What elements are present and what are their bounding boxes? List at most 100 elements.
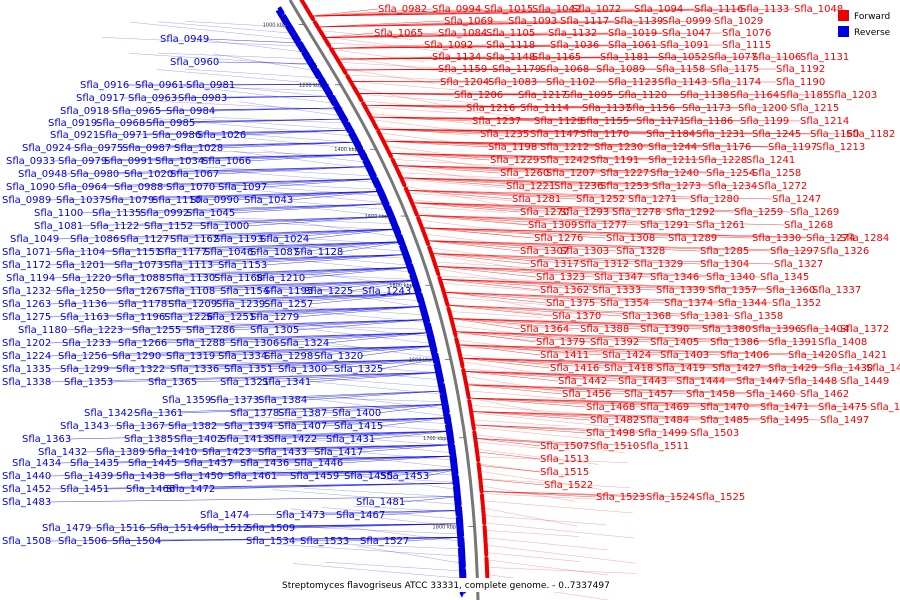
hatch-line	[481, 471, 602, 490]
hatch-line	[324, 36, 445, 53]
genes_reverse-leader-line	[47, 190, 385, 201]
genes_reverse-leader-line	[157, 241, 405, 253]
reverse-feature	[395, 225, 402, 236]
scale-tick-label: 1800 kbp	[433, 525, 457, 531]
genes_reverse-label: Sfla_1087	[250, 247, 299, 258]
genes_forward-leader-line	[421, 227, 669, 239]
legend-swatch-reverse	[838, 26, 849, 37]
genes_forward-label: Sfla_1133	[740, 4, 789, 15]
genes_reverse-label: Sfla_0979	[58, 156, 107, 167]
legend-label-reverse: Reverse	[854, 28, 891, 38]
genes_forward-label: Sfla_1360	[766, 285, 815, 296]
hatch-line	[265, 287, 422, 294]
genes_forward-label: Sfla_1513	[540, 454, 589, 465]
genes_forward-leader-line	[463, 371, 677, 382]
genes_reverse-label: Sfla_1351	[224, 364, 273, 375]
genes_reverse-leader-line	[219, 469, 458, 477]
genes_reverse-label: Sfla_1378	[230, 408, 279, 419]
genes_reverse-label: Sfla_1533	[300, 536, 349, 547]
genes_forward-label: Sfla_1116	[694, 4, 743, 15]
hatch-line	[249, 235, 406, 245]
genes_forward-label: Sfla_1148	[486, 52, 535, 63]
genes_reverse-label: Sfla_1472	[166, 484, 215, 495]
genes_forward-leader-line	[457, 344, 603, 356]
genes_reverse-leader-line	[119, 319, 430, 331]
hatch-line	[386, 145, 479, 159]
genes_forward-label: Sfla_1326	[820, 246, 869, 257]
hatch-line	[444, 290, 537, 309]
genes_forward-leader-line	[460, 357, 551, 369]
genes_forward-label: Sfla_1244	[648, 142, 697, 153]
genes_forward-label: Sfla_1462	[800, 389, 849, 400]
genes_reverse-label: Sfla_0975	[74, 143, 123, 154]
genes_forward-leader-line	[426, 240, 521, 252]
genes_reverse-leader-line	[200, 153, 367, 162]
genes_reverse-leader-line	[185, 203, 390, 214]
genes_forward-label: Sfla_1475	[818, 402, 867, 413]
hatch-line	[183, 85, 340, 104]
genes_reverse-leader-line	[55, 228, 400, 240]
genes_forward-label: Sfla_1181	[600, 52, 649, 63]
genes_forward-label: Sfla_1471	[760, 402, 809, 413]
genes_reverse-leader-line	[47, 345, 436, 357]
genes_reverse-label: Sfla_1090	[6, 182, 55, 193]
genes_reverse-leader-line	[169, 166, 373, 175]
scale-ticks: 1000 kbp 1200 kbp 1400 kbp 1600 kbp 1800 kbp…	[263, 23, 474, 531]
hatch-line	[316, 452, 457, 468]
genes_forward-label: Sfla_1498	[586, 428, 635, 439]
genes_forward-label: Sfla_1503	[690, 428, 739, 439]
hatch-line	[279, 325, 436, 345]
genes_reverse-label: Sfla_1389	[96, 447, 145, 458]
genes_reverse-label: Sfla_1209	[168, 299, 217, 310]
genes_reverse-leader-line	[379, 417, 450, 427]
genes_forward-leader-line	[481, 491, 697, 498]
reverse-feature	[321, 79, 330, 91]
hatch-line	[248, 415, 453, 432]
reverse-feature	[292, 36, 300, 48]
forward-feature	[307, 12, 315, 23]
genes_forward-leader-line	[388, 152, 541, 161]
genes_forward-leader-line	[355, 93, 829, 96]
hatch-line	[129, 53, 318, 66]
hatch-line	[254, 201, 396, 218]
hatch-line	[331, 49, 424, 62]
genes_forward-label: Sfla_1427	[712, 363, 761, 374]
hatch-line	[485, 515, 606, 525]
genes_reverse-label: Sfla_0965	[112, 106, 161, 117]
genes_forward-label: Sfla_1230	[594, 142, 643, 153]
genes_reverse-leader-line	[223, 95, 336, 99]
hatch-line	[365, 106, 458, 114]
genes_reverse-label: Sfla_1473	[276, 510, 325, 521]
genes_reverse-leader-line	[323, 417, 450, 427]
genes_forward-label: Sfla_1165	[532, 52, 581, 63]
genes_reverse-leader-line	[109, 372, 442, 383]
genes_forward-label: Sfla_1280	[690, 194, 739, 205]
genes_forward-leader-line	[481, 491, 597, 498]
genes_reverse-label: Sfla_1407	[278, 421, 327, 432]
genes_forward-label: Sfla_1448	[788, 376, 837, 387]
genes_reverse-label: Sfla_1466	[126, 484, 175, 495]
genes_reverse-label: Sfla_1365	[148, 377, 197, 388]
genes_reverse-leader-line	[161, 358, 439, 370]
genes_forward-leader-line	[421, 227, 841, 239]
hatch-line	[196, 218, 401, 231]
genes_forward-label: Sfla_1274	[806, 233, 855, 244]
genes_reverse-label: Sfla_0916	[80, 80, 129, 91]
genes_forward-label: Sfla_1095	[564, 90, 613, 101]
legend-label-forward: Forward	[854, 12, 890, 22]
genes_forward-leader-line	[435, 266, 651, 278]
genes_forward-leader-line	[447, 305, 681, 317]
forward-feature	[356, 93, 364, 104]
genes_forward-label: Sfla_1484	[640, 415, 689, 426]
genes_forward-leader-line	[435, 266, 707, 278]
genes_reverse-leader-line	[215, 358, 439, 370]
hatch-line	[179, 149, 368, 157]
hatch-line	[185, 37, 310, 53]
genes_reverse-label: Sfla_0990	[190, 195, 239, 206]
hatch-line	[463, 361, 584, 381]
genes_reverse-leader-line	[197, 190, 385, 201]
hatch-line	[153, 118, 358, 137]
genes_reverse-leader-line	[197, 129, 355, 136]
genes_forward-label: Sfla_1214	[800, 116, 849, 127]
hatch-line	[487, 537, 608, 551]
